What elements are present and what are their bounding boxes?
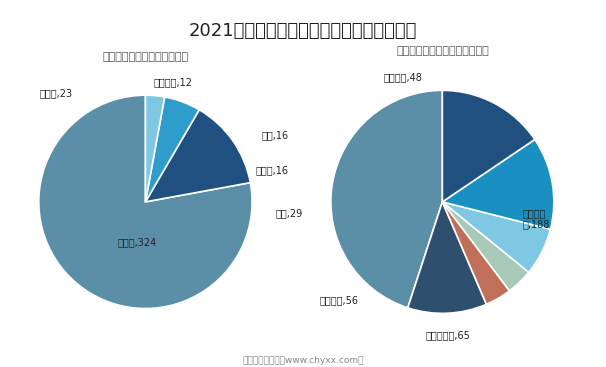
Title: 进口省市（单位：百万美元）: 进口省市（单位：百万美元） — [102, 52, 188, 62]
Wedge shape — [442, 202, 510, 304]
Text: 其他地区,48: 其他地区,48 — [384, 72, 423, 82]
Text: 2021年氨及氨水主要进口省市和进口来源地: 2021年氨及氨水主要进口省市和进口来源地 — [189, 22, 417, 40]
Text: 马来西亚,56: 马来西亚,56 — [320, 295, 359, 305]
Text: 沙特阿拉伯,65: 沙特阿拉伯,65 — [425, 331, 470, 341]
Text: 其他省市,12: 其他省市,12 — [154, 77, 193, 87]
Wedge shape — [442, 202, 529, 291]
Wedge shape — [331, 90, 442, 308]
Text: 阿曼,16: 阿曼,16 — [261, 130, 288, 140]
Wedge shape — [408, 202, 487, 313]
Wedge shape — [145, 97, 199, 202]
Text: 埃及,29: 埃及,29 — [276, 208, 303, 218]
Wedge shape — [442, 139, 554, 229]
Wedge shape — [145, 95, 165, 202]
Text: 阿联首,16: 阿联首,16 — [256, 166, 288, 176]
Text: 印度尼西
亚,188: 印度尼西 亚,188 — [522, 208, 550, 229]
Wedge shape — [442, 202, 550, 272]
Wedge shape — [442, 90, 535, 202]
Text: 制图：智研咨询（www.chyxx.com）: 制图：智研咨询（www.chyxx.com） — [242, 356, 364, 365]
Title: 进口来源地（单位：百万美元）: 进口来源地（单位：百万美元） — [396, 46, 489, 56]
Wedge shape — [145, 110, 250, 202]
Text: 上海市,324: 上海市,324 — [118, 237, 156, 247]
Text: 浙江省,23: 浙江省,23 — [40, 88, 73, 98]
Wedge shape — [39, 95, 252, 309]
